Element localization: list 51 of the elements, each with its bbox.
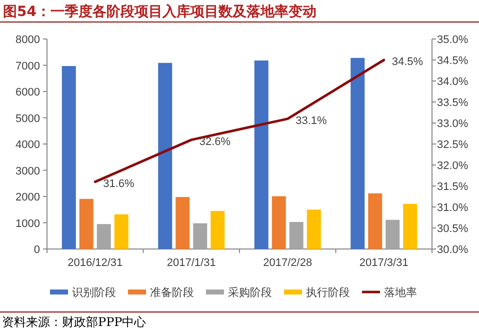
bar xyxy=(114,214,128,249)
y2-tick-label: 30.0% xyxy=(437,244,468,256)
y2-tick-label: 34.0% xyxy=(437,76,468,88)
bar xyxy=(289,222,304,249)
bar xyxy=(96,224,111,249)
bar xyxy=(386,220,400,249)
bar xyxy=(62,66,76,249)
x-tick-label: 2016/12/31 xyxy=(68,257,123,269)
bar xyxy=(79,198,94,249)
text: 资料来源：财政部PPP中心 xyxy=(2,315,146,329)
bar xyxy=(403,204,418,249)
legend-label: 识别阶段 xyxy=(72,286,116,299)
legend-label: 采购阶段 xyxy=(228,286,272,299)
bar xyxy=(176,197,190,249)
x-tick-label: 2017/1/31 xyxy=(166,257,216,269)
data-label: 33.1% xyxy=(296,114,328,127)
x-tick-label: 2017/2/28 xyxy=(263,257,312,269)
bar xyxy=(350,58,365,249)
y2-tick-label: 31.5% xyxy=(437,181,468,193)
y-tick-label: 2000 xyxy=(16,192,40,204)
bar xyxy=(368,193,382,249)
y2-tick-label: 34.5% xyxy=(437,55,468,67)
y2-tick-label: 32.5% xyxy=(437,139,468,151)
y2-tick-label: 30.5% xyxy=(437,223,468,235)
data-label: 34.5% xyxy=(392,56,424,68)
bar xyxy=(193,223,208,249)
y-tick-label: 3000 xyxy=(16,165,40,178)
data-label: 31.6% xyxy=(103,178,135,190)
bar xyxy=(254,60,268,249)
y2-tick-label: 31.0% xyxy=(437,202,468,214)
y-tick-label: 7000 xyxy=(16,60,40,72)
bar xyxy=(272,196,286,249)
legend-label: 准备阶段 xyxy=(150,286,194,299)
y-tick-label: 0 xyxy=(34,244,40,256)
bar xyxy=(210,210,225,249)
y-tick-label: 1000 xyxy=(16,218,40,230)
y-tick-label: 6000 xyxy=(16,86,40,98)
y2-tick-label: 33.5% xyxy=(437,97,468,109)
legend-label: 落地率 xyxy=(384,286,417,299)
x-tick-label: 2017/3/31 xyxy=(359,257,408,269)
legend-label: 执行阶段 xyxy=(306,286,350,299)
y2-tick-label: 35.0% xyxy=(437,34,468,46)
y-tick-label: 5000 xyxy=(16,112,40,125)
bar xyxy=(306,210,321,249)
y-tick-label: 4000 xyxy=(16,139,40,151)
bar xyxy=(158,62,172,249)
y2-tick-label: 33.0% xyxy=(437,118,468,130)
y-tick-label: 8000 xyxy=(16,34,40,46)
y2-tick-label: 32.0% xyxy=(437,160,468,172)
chart-title: 图54：一季度各阶段项目入库项目数及落地率变动 xyxy=(3,3,316,20)
data-label: 32.6% xyxy=(199,136,231,148)
